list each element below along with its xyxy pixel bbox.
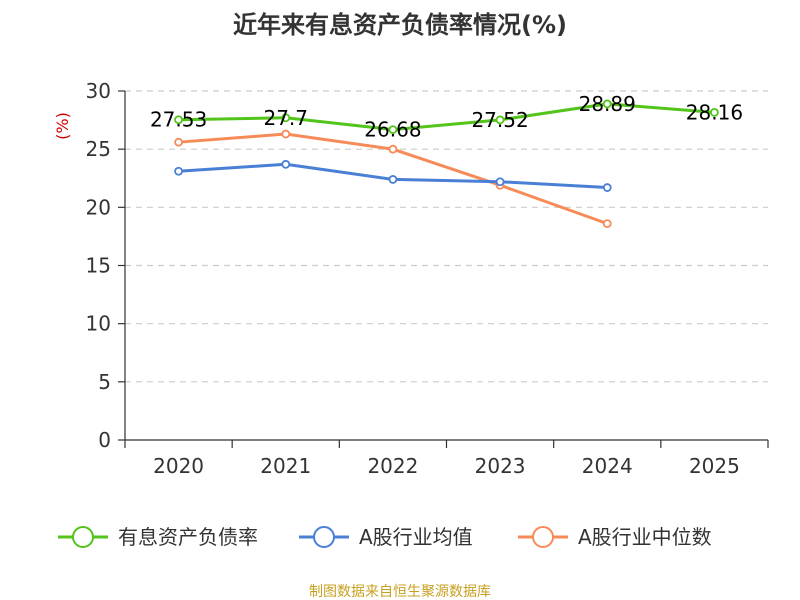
data-label-2024: 28.89: [579, 92, 636, 116]
series-line-0: [178, 102, 715, 132]
y-tick-label-5: 5: [98, 370, 111, 394]
data-label-2023: 27.52: [471, 108, 528, 132]
x-tick-label-2024: 2024: [582, 454, 633, 478]
x-tick-label-2022: 2022: [367, 454, 418, 478]
data-point-1-2020: [174, 166, 183, 176]
data-label-2022: 26.68: [364, 118, 421, 142]
series-group: [174, 99, 719, 229]
data-point-0-2021: [281, 113, 291, 123]
legend: 有息资产负债率 A股行业均值 A股行业中位数: [58, 525, 712, 549]
legend-marker-2: [532, 526, 554, 548]
data-point-1-2022: [388, 175, 398, 184]
y-tick-label-0: 0: [98, 428, 111, 452]
grid-lines: [125, 90, 768, 383]
data-point-2-2021: [281, 129, 291, 139]
y-axis-label: (%): [53, 112, 72, 140]
y-tick-label-15: 15: [86, 254, 111, 278]
y-tick-label-25: 25: [86, 137, 111, 161]
data-point-0-2020: [174, 115, 183, 125]
chart-title: 近年来有息资产负债率情况(%): [233, 11, 567, 39]
data-point-0-2022: [388, 125, 398, 135]
y-tick-label-10: 10: [86, 312, 111, 336]
x-tick-label-2023: 2023: [475, 454, 526, 478]
x-tick-label-2021: 2021: [260, 454, 311, 478]
data-point-2-2020: [174, 137, 183, 147]
legend-label-0: 有息资产负债率: [118, 525, 258, 549]
data-labels: 27.53 27.7 26.68 27.52 28.89 28.16: [150, 92, 743, 142]
data-point-2-2022: [388, 144, 398, 154]
data-point-1-2021: [281, 159, 291, 169]
y-tick-label-20: 20: [86, 195, 111, 219]
data-label-2025: 28.16: [686, 100, 743, 124]
data-point-2-2024: [602, 219, 612, 229]
legend-marker-0: [72, 526, 94, 548]
data-point-0-2023: [495, 115, 505, 125]
data-point-0-2025: [710, 108, 719, 117]
data-label-2021: 27.7: [263, 106, 308, 130]
source-note: 制图数据来自恒生聚源数据库: [309, 584, 491, 600]
x-tick-label-2020: 2020: [153, 454, 204, 478]
legend-label-2: A股行业中位数: [578, 525, 712, 549]
y-tick-label-30: 30: [86, 79, 111, 103]
data-point-1-2023: [495, 177, 505, 187]
data-point-1-2024: [602, 183, 612, 192]
x-tick-label-2025: 2025: [689, 454, 740, 478]
data-point-0-2024: [602, 99, 612, 109]
legend-label-1: A股行业均值: [359, 525, 473, 549]
data-label-2020: 27.53: [150, 108, 207, 132]
legend-marker-1: [313, 526, 335, 548]
